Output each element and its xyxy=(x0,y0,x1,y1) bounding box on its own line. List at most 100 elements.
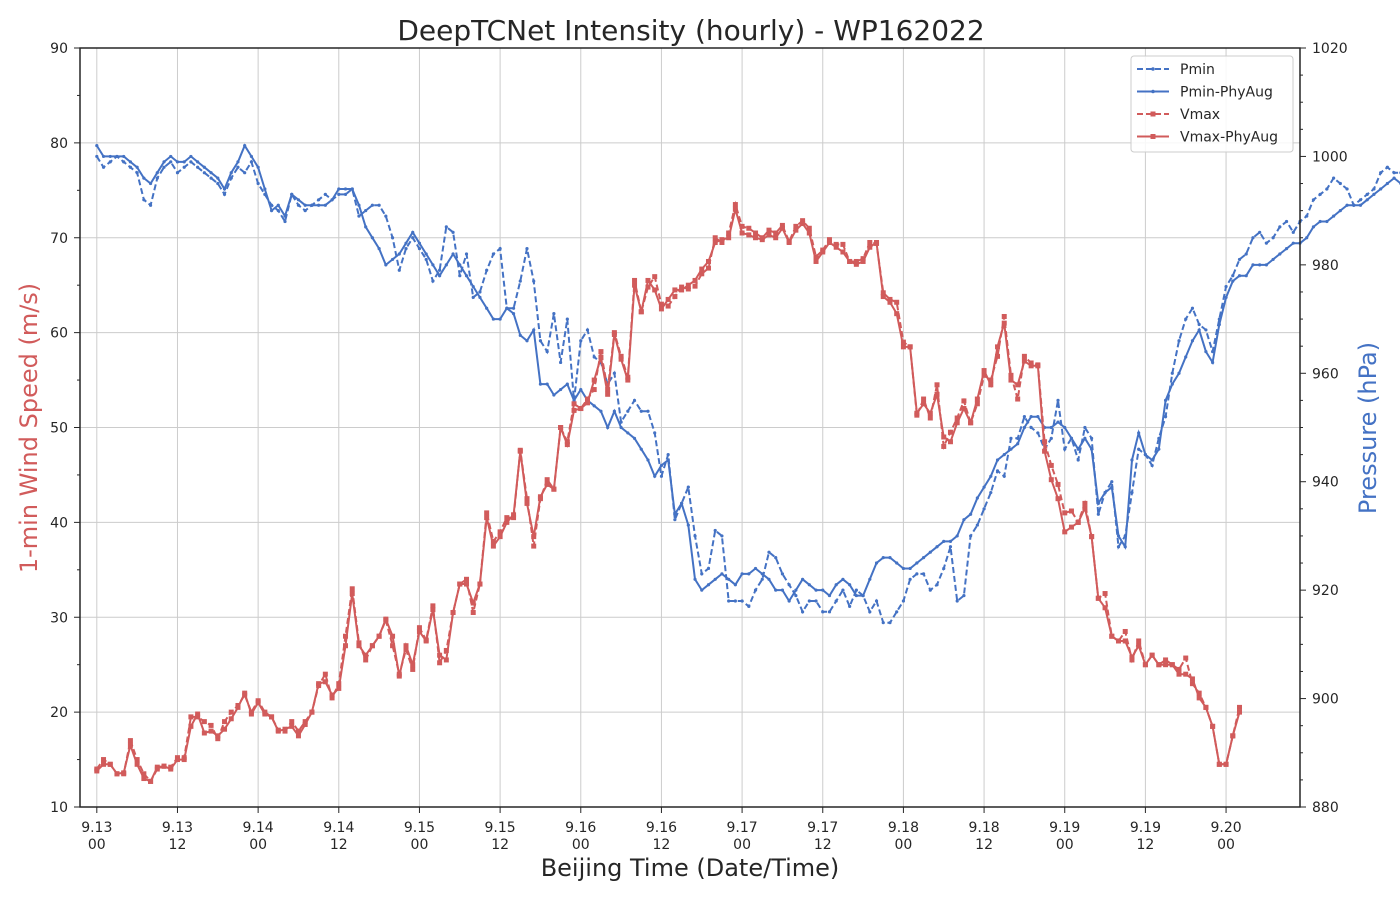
legend-item: Vmax xyxy=(1137,107,1220,123)
data-point xyxy=(888,556,892,560)
data-point xyxy=(410,662,416,668)
data-point xyxy=(457,581,463,587)
data-point xyxy=(1291,230,1295,234)
data-point xyxy=(215,736,221,742)
data-point xyxy=(316,681,322,687)
data-point xyxy=(1169,662,1175,668)
data-point xyxy=(1063,425,1067,430)
data-point xyxy=(161,763,167,769)
data-point xyxy=(303,209,307,213)
data-point xyxy=(545,350,549,354)
data-point xyxy=(349,586,355,592)
data-point xyxy=(295,728,301,734)
data-point xyxy=(962,518,966,522)
data-point xyxy=(504,519,510,525)
data-point xyxy=(632,436,637,440)
data-point xyxy=(236,165,240,169)
y-right-axis-ticks: 880 900 920 940 960 980 1000 1020 xyxy=(1300,41,1348,816)
data-point xyxy=(256,165,260,169)
data-point xyxy=(935,583,939,587)
data-point xyxy=(169,160,173,164)
data-point xyxy=(1002,453,1006,457)
y-right-tick-label: 920 xyxy=(1312,583,1339,599)
data-point xyxy=(1223,761,1229,767)
data-point xyxy=(283,214,287,218)
y-left-axis-title: 1-min Wind Speed (m/s) xyxy=(15,283,43,573)
data-point xyxy=(403,643,409,649)
data-point xyxy=(894,299,900,305)
data-point xyxy=(497,529,503,535)
data-point xyxy=(162,160,166,164)
data-point xyxy=(1001,313,1007,319)
data-point xyxy=(699,266,705,272)
data-point xyxy=(1332,176,1336,180)
data-point xyxy=(114,771,120,777)
data-point xyxy=(1156,662,1162,668)
data-point xyxy=(1372,192,1376,196)
data-point xyxy=(518,279,522,283)
data-point xyxy=(1163,415,1168,419)
data-point xyxy=(201,719,207,725)
data-point xyxy=(786,239,792,245)
data-point xyxy=(652,287,658,293)
data-point xyxy=(1177,339,1181,343)
data-point xyxy=(458,263,462,267)
data-point xyxy=(834,583,838,587)
data-point xyxy=(559,387,563,392)
y-right-tick-label: 1020 xyxy=(1312,41,1348,57)
data-point xyxy=(1122,628,1128,634)
data-point xyxy=(827,610,832,614)
data-point xyxy=(1345,203,1349,207)
data-point xyxy=(1325,219,1329,224)
data-point xyxy=(1197,328,1201,332)
data-point xyxy=(1365,198,1369,202)
data-point xyxy=(1183,671,1189,677)
data-point xyxy=(666,453,670,457)
data-point xyxy=(1136,643,1142,649)
data-point xyxy=(975,523,979,527)
data-point xyxy=(169,154,173,159)
grid-lines xyxy=(80,47,1300,808)
data-point xyxy=(760,577,764,581)
data-point xyxy=(1163,398,1168,402)
legend-label: Vmax-PhyAug xyxy=(1180,130,1278,146)
data-point xyxy=(1116,534,1121,538)
data-point xyxy=(384,263,388,267)
data-point xyxy=(444,263,448,267)
data-point xyxy=(276,203,280,207)
data-point xyxy=(848,604,852,609)
data-point xyxy=(833,241,839,247)
data-point xyxy=(1029,425,1033,430)
data-point xyxy=(981,368,987,374)
data-point xyxy=(948,545,953,549)
data-point xyxy=(531,534,537,540)
data-point xyxy=(148,181,153,186)
data-point xyxy=(1264,263,1268,267)
data-point xyxy=(376,633,382,639)
data-point xyxy=(141,776,147,782)
data-point xyxy=(115,154,119,159)
data-point xyxy=(995,469,1000,473)
data-point xyxy=(578,406,584,412)
data-point xyxy=(969,512,973,516)
data-point xyxy=(921,401,927,407)
data-point xyxy=(840,241,846,247)
data-point xyxy=(847,258,853,264)
data-point xyxy=(228,716,234,722)
data-point xyxy=(175,171,180,175)
data-point xyxy=(209,176,213,180)
data-point xyxy=(713,577,717,581)
data-point xyxy=(1009,436,1013,440)
y-left-axis-ticks: 10 20 30 40 50 60 70 80 90 xyxy=(50,41,80,816)
data-point xyxy=(1096,501,1100,505)
data-point xyxy=(1271,257,1275,262)
data-point xyxy=(1028,363,1034,369)
data-point xyxy=(430,607,436,613)
data-point xyxy=(1036,415,1040,419)
data-point xyxy=(914,410,920,416)
data-point xyxy=(927,415,933,421)
data-point xyxy=(665,296,671,302)
data-point xyxy=(686,485,690,489)
data-point xyxy=(1082,505,1088,511)
